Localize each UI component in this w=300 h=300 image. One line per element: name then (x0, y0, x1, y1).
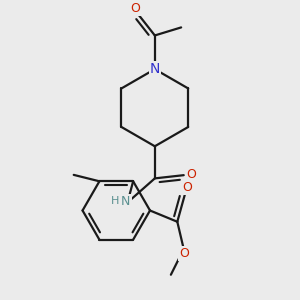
Text: O: O (130, 2, 140, 15)
Text: N: N (121, 195, 130, 208)
Text: N: N (150, 62, 160, 76)
Text: O: O (186, 168, 196, 181)
Text: O: O (182, 181, 192, 194)
Text: O: O (179, 248, 189, 260)
Text: H: H (111, 196, 119, 206)
